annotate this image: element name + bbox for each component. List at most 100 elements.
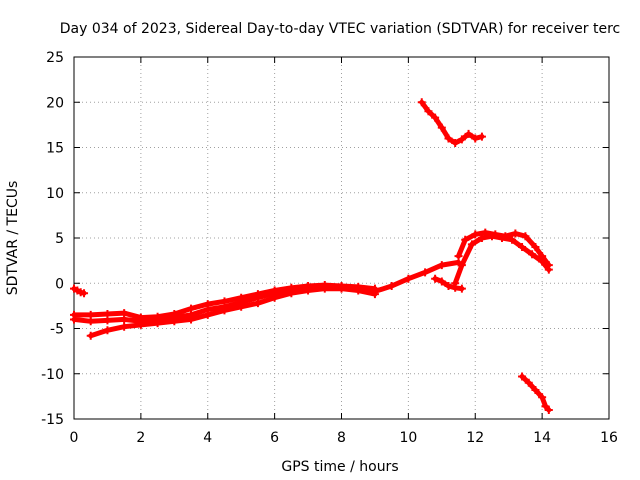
data-point xyxy=(531,243,540,252)
y-tick-label: 25 xyxy=(46,50,64,66)
data-point xyxy=(370,290,379,299)
data-point xyxy=(464,129,473,138)
data-point xyxy=(457,135,466,144)
chart-title: Day 034 of 2023, Sidereal Day-to-day VTE… xyxy=(60,21,620,37)
axis-ticks: 0 2 4 6 8 10 12 14 16 -15 -10 -5 0 5 10 15 20 25 xyxy=(41,50,618,446)
data-point xyxy=(451,138,460,147)
data-point xyxy=(454,252,463,261)
data-point xyxy=(538,257,547,266)
data-point xyxy=(253,290,262,299)
x-axis-label: GPS time / hours xyxy=(281,459,398,475)
y-tick-label: 0 xyxy=(55,276,64,292)
data-point xyxy=(103,310,112,319)
data-point xyxy=(477,132,486,141)
y-tick-label: 15 xyxy=(46,141,64,157)
data-point xyxy=(431,274,440,283)
data-point xyxy=(451,279,460,288)
y-tick-label: -15 xyxy=(41,412,64,428)
series-lower-spur xyxy=(431,274,466,293)
data-point xyxy=(136,320,145,329)
data-point xyxy=(253,299,262,308)
data-point xyxy=(424,107,433,116)
data-point xyxy=(498,234,506,242)
data-point xyxy=(421,268,430,277)
data-point xyxy=(457,261,466,270)
data-point xyxy=(136,313,145,322)
data-points xyxy=(70,98,553,414)
x-tick-label: 2 xyxy=(136,430,145,446)
data-point xyxy=(431,113,440,122)
data-point xyxy=(187,304,196,313)
data-point xyxy=(471,134,480,143)
data-point xyxy=(237,293,246,302)
data-point xyxy=(270,286,279,295)
data-point xyxy=(531,386,540,395)
data-point xyxy=(170,317,179,326)
data-point xyxy=(337,284,346,293)
x-tick-label: 10 xyxy=(399,430,417,446)
data-point xyxy=(524,378,533,387)
data-point xyxy=(508,235,517,244)
y-tick-label: 20 xyxy=(46,95,64,111)
x-tick-label: 14 xyxy=(533,430,551,446)
x-tick-label: 4 xyxy=(203,430,212,446)
data-point xyxy=(220,297,229,306)
data-point xyxy=(203,310,212,319)
data-point xyxy=(354,286,363,295)
data-point xyxy=(511,229,520,238)
data-point xyxy=(304,286,313,295)
data-point xyxy=(237,302,246,311)
y-tick-label: 10 xyxy=(46,186,64,202)
data-point xyxy=(404,274,413,283)
data-point xyxy=(457,284,466,293)
data-point xyxy=(444,134,453,143)
data-point xyxy=(86,331,95,340)
data-point xyxy=(170,310,179,319)
data-point xyxy=(387,281,396,290)
x-tick-label: 6 xyxy=(270,430,279,446)
data-point xyxy=(220,306,229,315)
data-point xyxy=(471,230,480,239)
data-point xyxy=(477,234,486,242)
data-point xyxy=(120,322,129,331)
data-point xyxy=(320,284,329,293)
series-trace xyxy=(419,99,485,146)
data-point xyxy=(538,393,547,402)
y-tick-label: -10 xyxy=(41,367,64,383)
y-tick-label: 5 xyxy=(55,231,64,247)
series-trace xyxy=(88,286,378,339)
data-point xyxy=(544,265,553,274)
data-point xyxy=(70,310,78,319)
data-point xyxy=(153,319,162,328)
data-point xyxy=(437,261,446,270)
x-tick-label: 0 xyxy=(70,430,79,446)
x-tick-label: 16 xyxy=(600,430,618,446)
x-tick-label: 12 xyxy=(466,430,484,446)
data-point xyxy=(187,315,196,324)
series-upper-segment xyxy=(417,98,486,147)
data-point xyxy=(437,277,446,286)
data-point xyxy=(287,289,296,298)
data-point xyxy=(467,240,476,249)
data-point xyxy=(444,281,453,290)
data-point xyxy=(521,232,530,241)
data-point xyxy=(544,405,553,414)
data-point xyxy=(518,243,527,252)
data-point xyxy=(417,98,426,107)
series-lower-segment xyxy=(518,372,553,414)
series-main-band-lower xyxy=(86,284,379,340)
data-point xyxy=(518,372,527,381)
data-point xyxy=(487,232,496,241)
data-point xyxy=(103,326,112,335)
data-point xyxy=(270,293,279,302)
data-point xyxy=(461,235,470,244)
data-point xyxy=(86,310,95,319)
data-point xyxy=(437,123,446,132)
x-tick-label: 8 xyxy=(337,430,346,446)
y-axis-label: SDTVAR / TECUs xyxy=(5,181,21,296)
data-point xyxy=(528,250,537,259)
data-point xyxy=(80,289,89,298)
data-point xyxy=(120,309,129,318)
data-point xyxy=(203,300,212,309)
